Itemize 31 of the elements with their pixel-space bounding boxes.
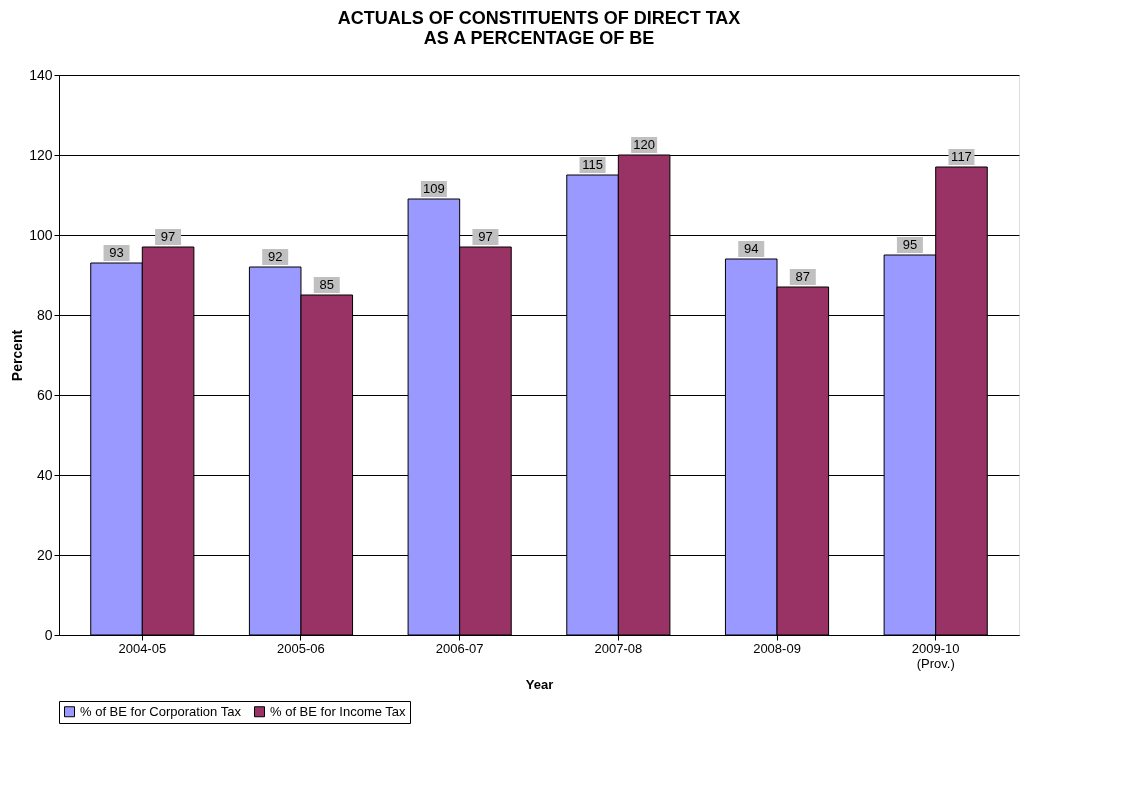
x-tick-label: 2009-10 (Prov.) <box>911 640 960 671</box>
y-tick-label: 20 <box>36 546 53 563</box>
y-tick-label: 60 <box>36 386 53 403</box>
x-tick-label: 2007-08 <box>594 640 643 656</box>
data-label: 117 <box>951 149 972 164</box>
x-axis-title: Year <box>525 676 554 692</box>
y-tick-label: 120 <box>29 146 53 163</box>
y-tick-label: 80 <box>36 306 53 323</box>
data-label: 94 <box>744 241 759 256</box>
data-label: 95 <box>902 237 918 252</box>
data-label: 93 <box>109 245 124 260</box>
chart-title: ACTUALS OF CONSTITUENTS OF DIRECT TAX AS A PERCENTAGE OF BE <box>337 8 741 48</box>
y-axis-title: Percent <box>9 329 26 382</box>
data-label: 92 <box>267 249 283 264</box>
data-label: 97 <box>478 229 493 244</box>
data-label: 115 <box>582 157 603 172</box>
data-label: 87 <box>795 269 811 284</box>
legend-label: % of BE for Corporation Tax <box>80 703 242 719</box>
data-label: 85 <box>319 277 334 292</box>
data-label: 97 <box>160 229 176 244</box>
x-tick-label: 2004-05 <box>118 640 167 656</box>
y-tick-label: 0 <box>44 626 53 643</box>
legend-label: % of BE for Income Tax <box>270 703 407 719</box>
y-tick-label: 140 <box>29 66 53 83</box>
y-tick-label: 100 <box>29 226 53 243</box>
x-tick-label: 2005-06 <box>277 640 325 656</box>
y-tick-label: 40 <box>36 466 53 483</box>
x-tick-label: 2006-07 <box>435 640 484 656</box>
data-label: 109 <box>423 181 445 196</box>
x-tick-label: 2008-09 <box>753 640 801 656</box>
data-label: 120 <box>633 137 655 152</box>
